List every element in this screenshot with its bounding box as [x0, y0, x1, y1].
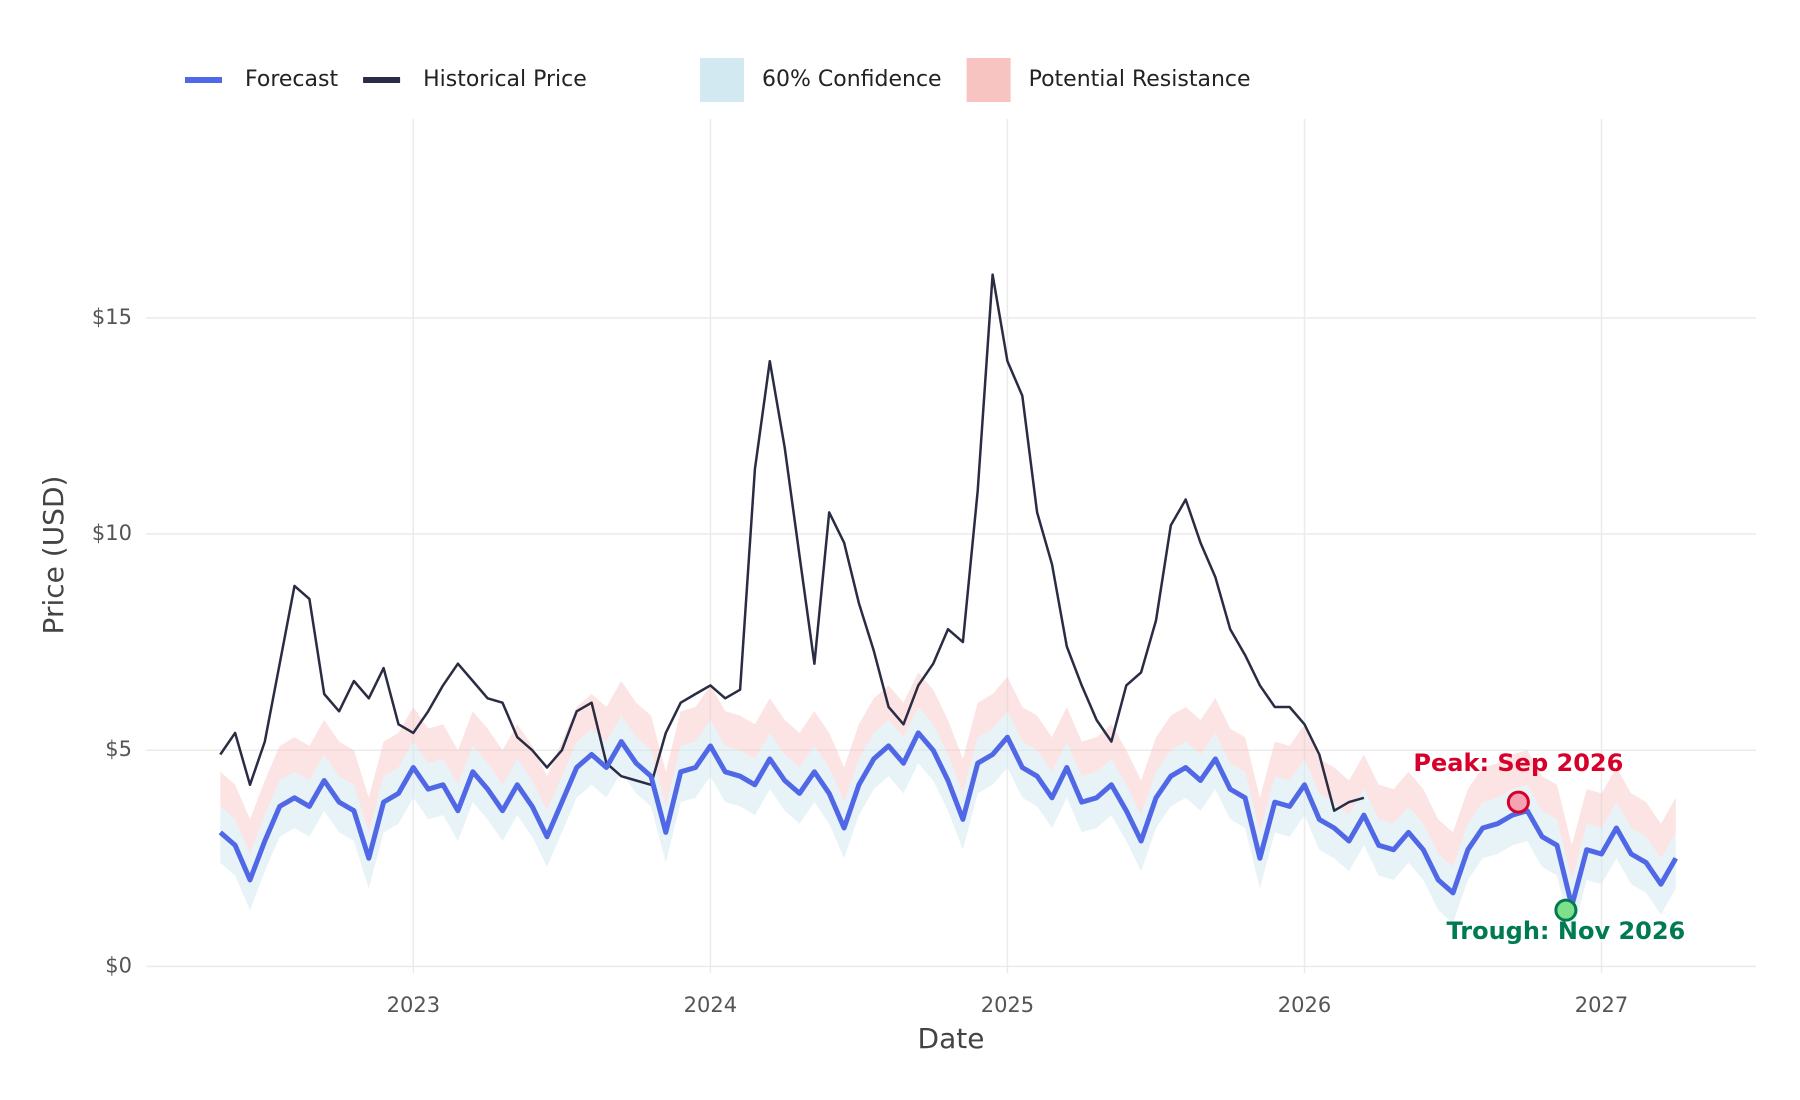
annotation-marker — [1506, 790, 1530, 814]
annotation-marker — [1554, 898, 1578, 922]
x-tick-label: 2025 — [981, 993, 1034, 1017]
y-tick-label: $15 — [92, 305, 132, 329]
x-tick-label: 2024 — [684, 993, 737, 1017]
legend-label: Forecast — [245, 67, 338, 92]
x-axis-title: Date — [918, 1022, 985, 1055]
y-tick-label: $10 — [92, 521, 132, 545]
legend-swatch — [966, 58, 1011, 102]
y-tick-label: $5 — [105, 737, 132, 761]
line-series — [219, 273, 1365, 812]
y-axis-title: Price (USD) — [37, 476, 70, 635]
x-tick-label: 2023 — [387, 993, 440, 1017]
x-tick-label: 2027 — [1575, 993, 1628, 1017]
annotation-label: Trough: Nov 2026 — [1447, 917, 1686, 945]
annotation-label: Peak: Sep 2026 — [1413, 749, 1623, 777]
y-tick-label: $0 — [105, 953, 132, 977]
line-series — [218, 730, 1678, 909]
legend-label: 60% Confidence — [762, 67, 942, 92]
legend-label: Potential Resistance — [1029, 67, 1251, 92]
x-tick-label: 2026 — [1278, 993, 1331, 1017]
band — [220, 672, 1676, 880]
legend-label: Historical Price — [423, 67, 587, 92]
legend-swatch — [700, 58, 744, 102]
